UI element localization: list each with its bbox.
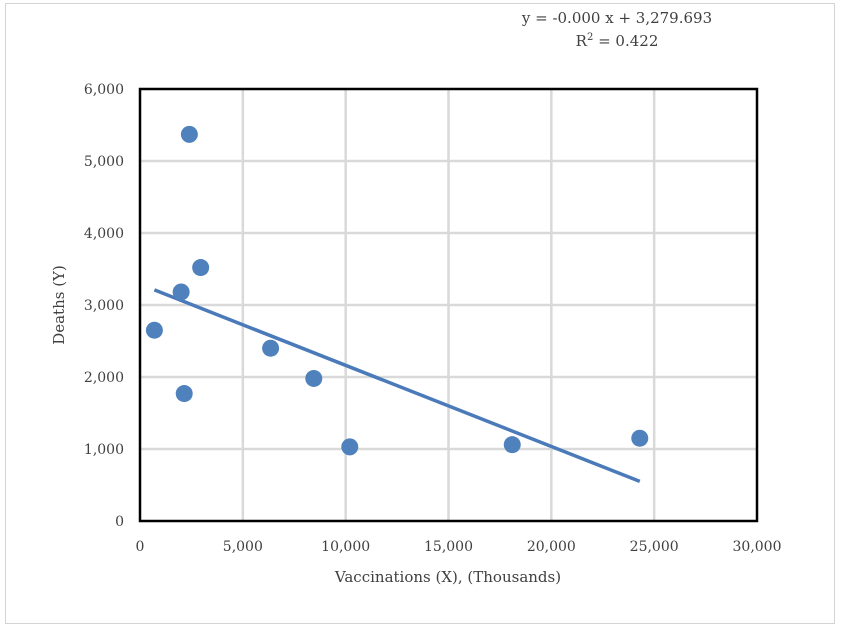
x-tick-label: 15,000 (424, 539, 473, 555)
y-tick-label: 4,000 (84, 226, 124, 242)
x-axis-title: Vaccinations (X), (Thousands) (334, 568, 561, 586)
plot-area-border (138, 87, 759, 523)
data-point (503, 436, 521, 454)
gridlines (140, 89, 757, 521)
y-tick-label: 5,000 (84, 154, 124, 170)
x-tick-label: 30,000 (733, 539, 782, 555)
y-axis-title: Deaths (Y) (50, 265, 68, 345)
x-tick-label: 0 (136, 539, 145, 555)
y-tick-label: 0 (115, 514, 124, 530)
data-point (341, 438, 359, 456)
data-point (172, 283, 190, 301)
data-point (175, 385, 193, 403)
y-tick-label: 3,000 (84, 298, 124, 314)
data-point (192, 259, 210, 277)
r-squared-exponent: 2 (587, 32, 593, 43)
r-squared-label: R2 = 0.422 (576, 32, 659, 50)
y-tick-label: 2,000 (84, 370, 124, 386)
data-point (180, 125, 198, 143)
data-point (262, 339, 280, 357)
data-points (145, 125, 649, 456)
y-tick-label: 6,000 (84, 82, 124, 98)
x-tick-label: 25,000 (630, 539, 679, 555)
x-tick-label: 20,000 (527, 539, 576, 555)
trendline-equation: y = -0.000 x + 3,279.693 (521, 9, 712, 27)
data-point (145, 321, 163, 339)
data-point (631, 429, 649, 447)
y-tick-label: 1,000 (84, 442, 124, 458)
trendline (153, 288, 641, 484)
data-point (305, 369, 323, 387)
r-squared-symbol: R (576, 32, 588, 50)
x-tick-label: 5,000 (223, 539, 263, 555)
x-tick-label: 10,000 (321, 539, 370, 555)
r-squared-value: = 0.422 (593, 32, 658, 50)
x-tick-labels: 0 5,000 10,000 15,000 20,000 25,000 30,000 (136, 539, 782, 555)
y-tick-labels: 0 1,000 2,000 3,000 4,000 5,000 6,000 (84, 82, 124, 530)
